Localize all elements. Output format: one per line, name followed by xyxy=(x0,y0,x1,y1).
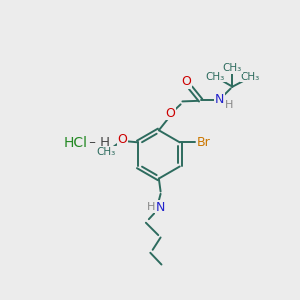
Text: N: N xyxy=(155,201,165,214)
Text: N: N xyxy=(215,93,224,106)
Text: O: O xyxy=(182,76,191,88)
Text: CH₃: CH₃ xyxy=(223,63,242,74)
Text: CH₃: CH₃ xyxy=(206,72,225,82)
Text: H: H xyxy=(147,202,155,212)
Text: O: O xyxy=(118,134,128,146)
Text: Br: Br xyxy=(197,136,211,149)
Text: CH₃: CH₃ xyxy=(97,147,116,157)
Text: HCl: HCl xyxy=(63,136,87,150)
Text: O: O xyxy=(166,107,176,120)
Text: – H: – H xyxy=(85,136,110,149)
Text: CH₃: CH₃ xyxy=(241,72,260,82)
Text: H: H xyxy=(225,100,233,110)
